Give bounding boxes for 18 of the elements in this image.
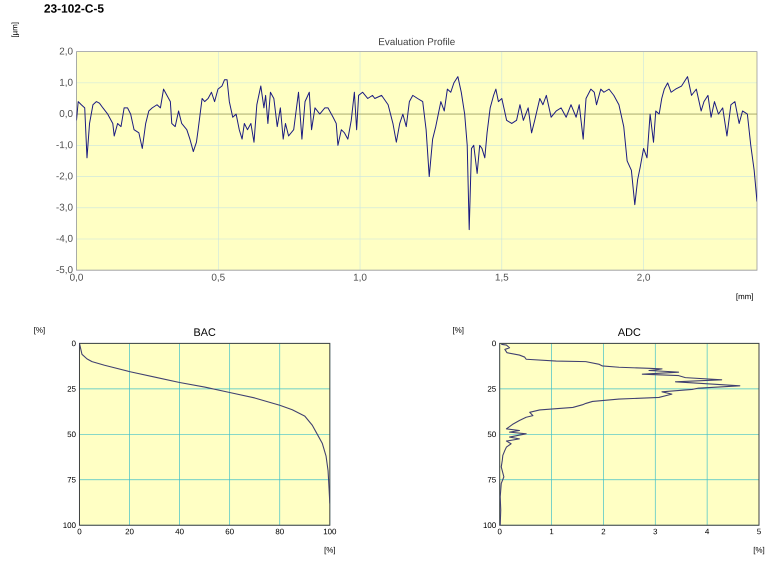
chart-title: ADC xyxy=(618,328,640,336)
chart-subtitle: Evaluation Profile xyxy=(379,38,455,46)
y-tick-label: -5,0 xyxy=(56,266,73,274)
x-tick-label: 1,5 xyxy=(496,274,508,282)
y-tick-label: 2,0 xyxy=(60,47,73,56)
x-tick-label: 2,0 xyxy=(637,274,650,282)
y-tick-label: -3,0 xyxy=(56,204,73,212)
y-tick-label: -1,0 xyxy=(56,141,73,150)
y-tick-label: 0,0 xyxy=(60,110,73,118)
chart-title: 23-102-C-5 xyxy=(44,4,104,13)
x-tick-label: 1,0 xyxy=(354,274,367,282)
chart-title: BAC xyxy=(194,328,216,336)
line-series xyxy=(500,344,740,526)
y-tick-label: -2,0 xyxy=(56,172,73,181)
y-tick-label: -4,0 xyxy=(56,234,73,243)
line-series xyxy=(79,343,330,504)
x-tick-label: 0,5 xyxy=(212,274,225,282)
y-tick-label: 1,0 xyxy=(60,78,73,87)
